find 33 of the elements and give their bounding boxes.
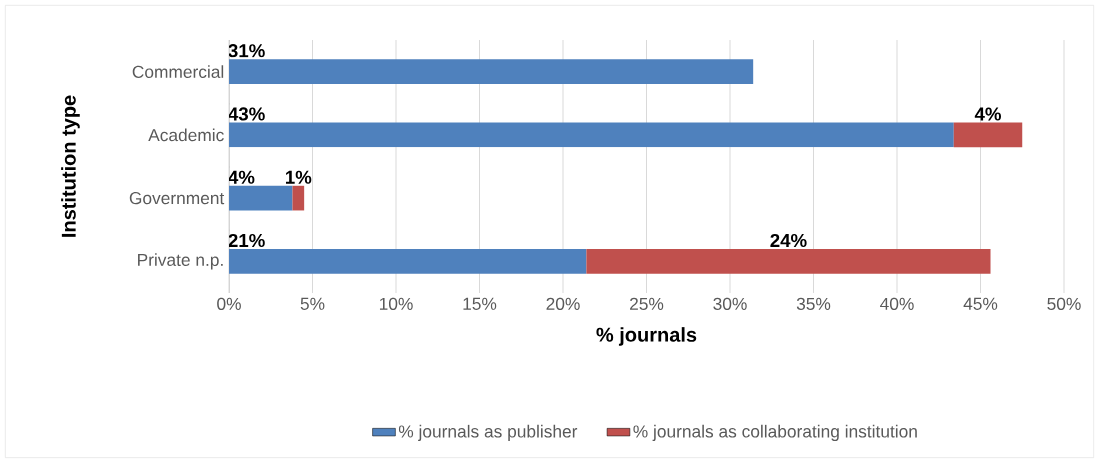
data-label: 1% xyxy=(285,170,312,184)
bar xyxy=(229,185,293,211)
data-label: 24% xyxy=(770,233,807,248)
legend-label: % journals as collaborating institution xyxy=(633,424,917,442)
bar xyxy=(292,185,305,211)
y-tick-label: Academic xyxy=(148,128,224,142)
x-tick-label: 50% xyxy=(1047,297,1081,310)
y-axis-title: Institution type xyxy=(61,95,80,237)
x-tick-label: 30% xyxy=(713,297,747,310)
x-tick-label: 0% xyxy=(217,297,241,310)
x-tick-label: 10% xyxy=(379,297,413,310)
x-tick-label: 15% xyxy=(463,297,497,310)
x-axis-title: % journals xyxy=(596,327,697,346)
x-tick-label: 5% xyxy=(300,297,325,310)
x-tick-label: 45% xyxy=(963,297,998,310)
x-tick-label: 20% xyxy=(546,297,580,310)
bar xyxy=(229,122,954,148)
bar xyxy=(586,249,991,274)
data-label: 43% xyxy=(228,107,265,121)
data-label: 31% xyxy=(228,44,265,58)
x-tick-label: 35% xyxy=(796,297,831,310)
data-label: 4% xyxy=(974,107,1001,121)
data-label: 21% xyxy=(228,233,265,248)
x-tick-label: 40% xyxy=(880,297,914,310)
legend-label: % journals as publisher xyxy=(398,424,578,442)
y-tick-label: Government xyxy=(129,191,225,205)
bar xyxy=(229,59,754,84)
x-tick-label: 25% xyxy=(630,297,664,310)
y-tick-label: Commercial xyxy=(132,65,224,78)
data-label: 4% xyxy=(228,170,255,184)
y-tick-label: Private n.p. xyxy=(138,253,223,270)
bar xyxy=(229,249,587,274)
bar xyxy=(953,122,1023,148)
